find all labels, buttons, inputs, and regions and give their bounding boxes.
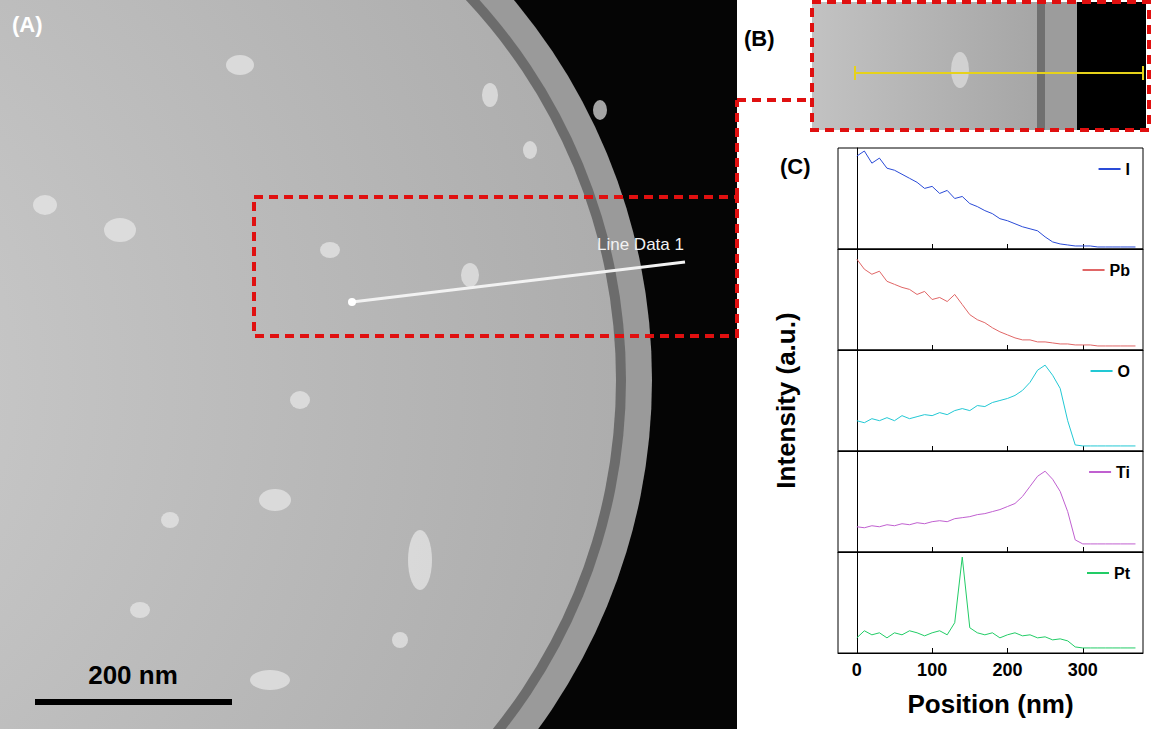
svg-text:100: 100 [917,660,947,680]
svg-text:Pb: Pb [1110,262,1131,279]
svg-text:Ti: Ti [1116,464,1130,481]
svg-text:Position (nm): Position (nm) [907,689,1073,719]
svg-text:(C): (C) [780,154,811,179]
svg-text:O: O [1118,363,1130,380]
svg-text:(B): (B) [744,26,775,51]
svg-text:(A): (A) [12,12,43,37]
svg-text:Line Data 1: Line Data 1 [597,235,684,254]
svg-text:Pt: Pt [1114,565,1131,582]
svg-text:0: 0 [852,660,862,680]
svg-text:I: I [1126,161,1130,178]
svg-text:200: 200 [992,660,1022,680]
svg-text:Intensity (a.u.): Intensity (a.u.) [771,312,801,488]
svg-text:300: 300 [1068,660,1098,680]
svg-text:200 nm: 200 nm [88,660,178,690]
